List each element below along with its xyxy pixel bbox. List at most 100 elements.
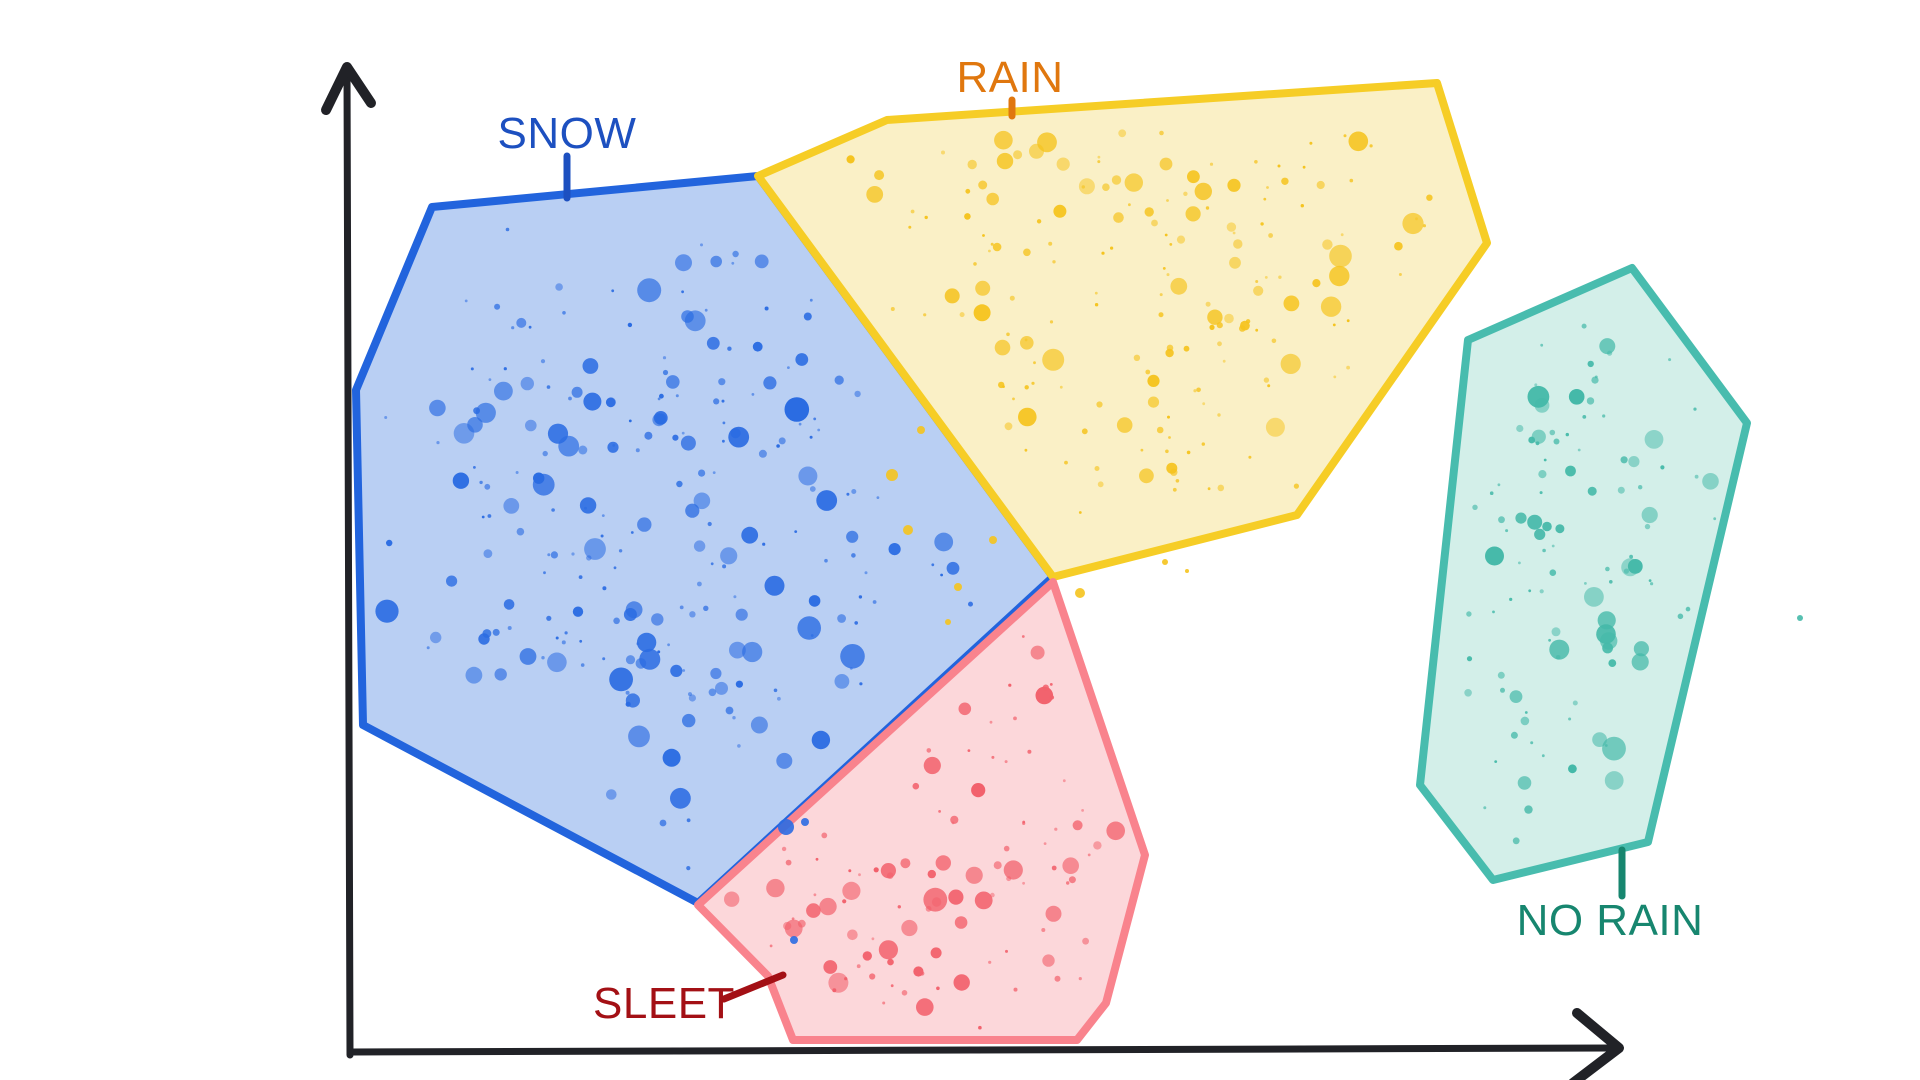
data-point [1398,273,1402,276]
data-point [1426,194,1433,201]
data-point [931,563,935,567]
data-point [872,600,877,604]
data-point [1260,222,1264,226]
data-point [1568,764,1577,774]
data-point [1183,191,1188,196]
data-point [787,366,790,369]
data-point [1082,937,1089,945]
data-point [625,601,643,619]
data-point [1097,481,1104,488]
data-point [547,423,569,444]
data-point [1217,484,1225,492]
cluster-label-norain: NO RAIN [1517,896,1704,945]
data-point [525,419,537,432]
data-point [1584,582,1587,585]
data-point [1024,385,1029,390]
data-point [1539,589,1544,594]
data-point [492,628,500,636]
data-point [927,869,936,879]
data-point [858,873,861,877]
data-point [1009,295,1015,301]
data-point [1348,131,1369,152]
data-point [752,341,763,352]
data-point [973,262,977,266]
cluster-label-sleet: SLEET [593,979,735,1028]
data-point [625,701,631,707]
data-point [923,756,941,775]
data-point [764,575,785,596]
data-point [967,159,977,170]
data-point [912,782,920,790]
data-point [680,435,696,451]
data-point [571,552,575,556]
data-point [1641,506,1658,524]
data-point [682,713,696,728]
data-point [582,358,599,374]
data-point [579,497,597,514]
data-point [856,964,861,969]
data-point [842,881,861,901]
data-point [874,170,885,181]
data-point [1517,776,1532,790]
data-point [1124,173,1144,192]
data-point [1422,224,1426,228]
data-point [1340,233,1344,237]
data-point [710,562,714,566]
data-point [488,378,492,381]
data-point [637,278,662,303]
data-point [693,540,706,552]
data-point [1205,301,1211,307]
data-point [1049,683,1053,686]
data-point [507,626,512,630]
data-point [555,636,559,640]
data-point [959,312,965,318]
data-point [1497,671,1505,679]
data-point [1542,521,1552,532]
dot-cluster-rain [846,129,1433,514]
data-point [1042,684,1049,691]
data-point [1051,865,1057,871]
data-point [1013,987,1018,992]
data-point [1209,324,1215,330]
data-point [675,394,679,398]
data-point [1147,374,1160,387]
data-point [1534,528,1546,541]
cluster-annotations: SNOW RAIN SLEET NO RAIN [498,53,1704,1028]
data-point [1509,690,1523,703]
data-point [1087,853,1091,857]
data-point [700,243,703,247]
data-point [657,650,661,654]
data-point [483,549,493,558]
data-point [846,530,859,543]
cluster-label-rain: RAIN [956,53,1063,102]
data-point [1036,219,1042,224]
data-point [1485,546,1504,566]
data-point [1216,322,1223,329]
data-point [475,402,496,423]
data-point [1267,384,1271,388]
data-point [1320,296,1342,317]
data-point [1394,241,1403,251]
data-point [1620,456,1628,464]
data-point [611,289,615,293]
data-point [1633,641,1649,657]
data-point [1346,319,1350,323]
data-point [991,755,995,759]
data-point [968,601,973,607]
data-point [1162,267,1166,270]
data-point [996,152,1014,170]
data-point [1492,610,1495,614]
data-point [988,960,992,964]
stray-data-point [1162,559,1168,565]
data-point [708,688,717,697]
data-point [1020,336,1034,350]
data-point [809,435,813,439]
x-axis [348,1044,1616,1056]
data-point [769,944,773,948]
data-point [1349,178,1354,183]
data-point [941,150,945,155]
data-point [686,866,691,871]
data-point [846,155,855,164]
x-axis-arrow-icon [1569,1008,1624,1080]
data-point [971,783,986,798]
